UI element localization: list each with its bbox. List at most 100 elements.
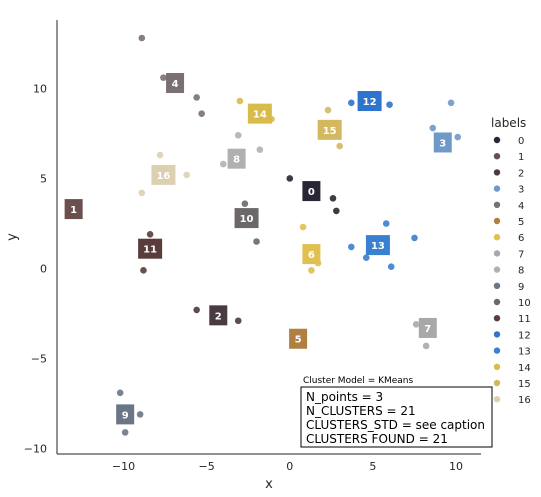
cluster-center-box — [166, 73, 185, 94]
cluster-center-marker: 7 — [418, 317, 437, 338]
data-point — [299, 223, 307, 231]
data-point — [136, 411, 144, 418]
cluster-center-marker: 9 — [116, 404, 135, 425]
legend-marker — [493, 136, 501, 144]
data-point — [183, 171, 190, 179]
cluster-center-box — [151, 164, 176, 185]
cluster-center-marker: 4 — [166, 73, 185, 94]
cluster-center-marker: 15 — [317, 119, 342, 140]
data-point — [253, 238, 260, 245]
cluster-center-marker: 3 — [433, 132, 452, 153]
legend-entry-label: 3 — [518, 185, 524, 196]
cluster-center-label: 14 — [253, 110, 267, 121]
cluster-center-box — [116, 404, 135, 425]
legend-marker — [493, 250, 501, 257]
data-point — [198, 110, 205, 117]
info-line-clusters-std: CLUSTERS_STD = see caption — [306, 418, 485, 432]
legend-marker — [493, 363, 501, 370]
cluster-center-box — [64, 199, 83, 220]
cluster-center-box — [227, 148, 246, 169]
cluster-center-box — [433, 132, 452, 153]
data-point — [308, 267, 315, 274]
legend-entry-label: 4 — [518, 201, 524, 212]
cluster-center-label: 1 — [70, 205, 77, 216]
cluster-center-marker: 1 — [64, 199, 83, 220]
data-point — [138, 189, 146, 197]
legend-entry-label: 14 — [518, 363, 531, 374]
legend-title: labels — [491, 116, 526, 130]
data-point — [387, 263, 395, 271]
cluster-center-marker: 6 — [302, 244, 321, 265]
data-point — [241, 200, 249, 207]
y-tick-labels: −10 −5 0 5 10 — [24, 82, 47, 455]
cluster-center-box — [138, 238, 163, 259]
legend-entry-label: 16 — [518, 395, 531, 406]
legend-entry-label: 13 — [518, 347, 531, 358]
cluster-center-marker: 10 — [234, 208, 259, 229]
data-point — [234, 131, 242, 139]
cluster-center-label: 12 — [363, 97, 377, 108]
legend-marker — [493, 298, 501, 306]
legend-entry-label: 5 — [518, 217, 524, 228]
data-point — [429, 124, 437, 132]
cluster-center-label: 0 — [308, 187, 315, 198]
x-tick-label: −5 — [199, 460, 215, 473]
cluster-center-marker: 12 — [357, 91, 382, 112]
model-caption: Cluster Model = KMeans — [303, 376, 414, 386]
legend-entry-label: 9 — [518, 282, 524, 293]
cluster-center-label: 3 — [439, 138, 446, 149]
cluster-center-box — [209, 305, 228, 326]
legend-entry-label: 2 — [518, 168, 524, 179]
data-point — [193, 306, 200, 314]
legend-marker — [493, 234, 501, 241]
cluster-center-box — [365, 235, 390, 256]
data-point — [286, 175, 294, 182]
cluster-center-label: 10 — [240, 214, 254, 225]
model-annotation: Cluster Model = KMeans N_points = 3 N_CL… — [300, 376, 493, 448]
cluster-center-label: 4 — [172, 79, 179, 90]
data-point — [219, 160, 227, 168]
legend-marker — [493, 331, 501, 338]
y-tick-label: 5 — [40, 172, 47, 185]
cluster-center-label: 5 — [295, 335, 302, 346]
x-tick-label: 5 — [369, 460, 376, 473]
data-point — [324, 106, 332, 114]
cluster-center-marker: 2 — [209, 305, 228, 326]
data-point — [382, 220, 390, 227]
x-tick-label: −10 — [112, 460, 135, 473]
y-tick-label: −10 — [24, 443, 47, 456]
cluster-center-marker: 0 — [302, 181, 321, 202]
data-point — [412, 321, 420, 328]
data-point — [234, 317, 242, 325]
legend-marker — [493, 282, 501, 289]
cluster-center-box — [357, 91, 382, 112]
data-point — [386, 101, 393, 108]
legend-marker — [493, 266, 501, 273]
legend-entry-label: 11 — [518, 314, 531, 325]
axes — [56, 20, 481, 455]
cluster-center-box — [317, 119, 342, 140]
data-point — [348, 99, 355, 107]
legend-marker — [493, 153, 501, 160]
cluster-center-label: 9 — [122, 410, 129, 421]
cluster-center-marker: 14 — [247, 103, 272, 124]
info-box — [300, 386, 493, 448]
cluster-center-marker: 8 — [227, 148, 246, 169]
data-point — [138, 34, 146, 42]
cluster-center-box — [234, 208, 259, 229]
legend-marker — [493, 315, 501, 322]
cluster-center-box — [302, 244, 321, 265]
cluster-center-box — [289, 328, 308, 349]
legend-marker — [493, 201, 501, 208]
legend-entry-label: 1 — [518, 152, 524, 163]
info-line-n-points: N_points = 3 — [306, 390, 383, 404]
info-line-n-clusters: N_CLUSTERS = 21 — [306, 404, 416, 418]
legend-entry-label: 12 — [518, 330, 531, 341]
cluster-center-box — [302, 181, 321, 202]
data-point — [160, 74, 167, 81]
data-point — [454, 133, 462, 141]
cluster-center-label: 16 — [156, 171, 170, 182]
legend-entry-label: 7 — [518, 249, 524, 260]
cluster-center-label: 13 — [371, 241, 385, 252]
